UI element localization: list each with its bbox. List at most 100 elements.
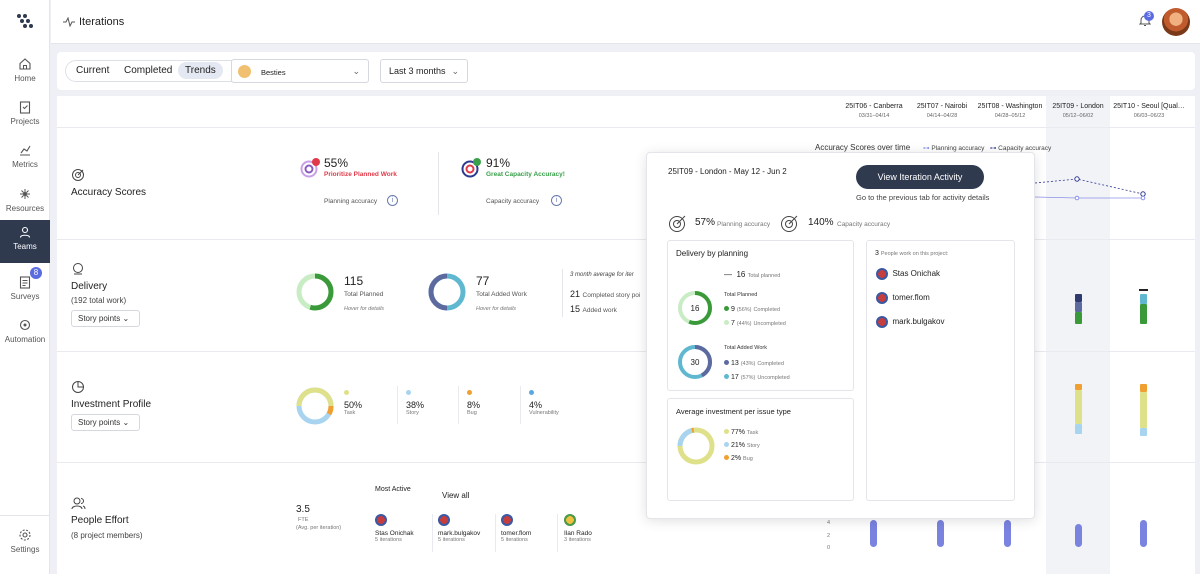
member-card[interactable]: Ilan Rado 3 iterations (564, 514, 592, 543)
iteration-dates: 04/14–04/28 (926, 113, 958, 119)
added-uncompleted-pct: (57%) (740, 375, 756, 381)
completed-label: Completed (757, 361, 784, 367)
accuracy-line-chart (1035, 176, 1146, 201)
investment-unit-select[interactable]: Story points ⌄ (71, 414, 140, 431)
delivery-bar[interactable] (1140, 294, 1147, 304)
added-donut[interactable] (676, 343, 714, 381)
team-select[interactable]: Besties ⌄ (231, 59, 369, 83)
planned-uncompleted-pct: (44%) (736, 321, 752, 327)
effort-bar[interactable] (937, 520, 944, 547)
info-icon[interactable]: i (551, 195, 562, 206)
sidebar-item-automation[interactable]: Automation (0, 313, 50, 356)
popup-capacity-label: Capacity accuracy (837, 221, 891, 228)
member-card[interactable]: Stas Onichak 5 iterations (375, 514, 414, 543)
gear-icon (19, 529, 31, 541)
investment-donut[interactable] (295, 386, 335, 426)
capacity-accuracy-value: 91% (486, 156, 511, 170)
investment-value: 8% (467, 400, 481, 410)
investment-label: Vulnerability (529, 410, 559, 416)
iteration-header[interactable]: 25IT06 - Canberra 03/31–04/14 (841, 103, 907, 119)
legend-planning: Planning accuracy (931, 145, 985, 152)
member-card[interactable]: tomer.flom 5 iterations (501, 514, 531, 543)
person-name: tomer.flom (892, 293, 930, 303)
capacity-point (1140, 191, 1146, 197)
fte-value: 3.5 (296, 504, 310, 515)
completed-story-value: 21 (570, 289, 581, 299)
total-added-donut[interactable] (427, 272, 467, 312)
delivery-bar[interactable] (1075, 302, 1082, 312)
planned-uncompleted-row: 7 (44%) Uncompleted (724, 320, 786, 327)
investment-bar[interactable] (1075, 424, 1082, 434)
popup-investment-donut[interactable] (676, 426, 716, 466)
team-select-value: Besties (261, 68, 286, 77)
delivery-unit-select[interactable]: Story points ⌄ (71, 310, 140, 327)
chevron-down-icon: ⌄ (352, 66, 360, 76)
range-select[interactable]: Last 3 months ⌄ (380, 59, 468, 83)
investment-bar[interactable] (1140, 392, 1147, 428)
sidebar-item-label: Projects (10, 117, 40, 126)
capacity-accuracy-label: Capacity accuracy (486, 198, 540, 205)
delivery-bar[interactable] (1075, 294, 1082, 302)
pie-icon (72, 381, 84, 393)
member-card[interactable]: mark.bulgakov 5 iterations (438, 514, 480, 543)
planned-section-title: Total Planned (724, 292, 758, 298)
tab-current[interactable]: Current (76, 65, 110, 76)
sidebar-item-projects[interactable]: Projects (0, 95, 50, 138)
investment-bar[interactable] (1140, 384, 1147, 392)
planned-donut[interactable] (676, 289, 714, 327)
iteration-header[interactable]: 25IT08 - Washington 04/28–05/12 (973, 103, 1047, 119)
investment-bar[interactable] (1140, 428, 1147, 436)
iteration-header[interactable]: 25IT09 - London 05/12–06/02 (1045, 103, 1111, 119)
investment-item: 8% Bug (467, 386, 480, 416)
person-row[interactable]: mark.bulgakov (876, 316, 944, 328)
surveys-badge: 8 (30, 267, 42, 279)
user-avatar[interactable] (1162, 8, 1190, 36)
iteration-name: 25IT07 - Nairobi (916, 103, 968, 110)
accuracy-chart-legend: ⊶ Planning accuracy ⊶ Capacity accuracy (923, 145, 1052, 152)
popup-hint: Go to the previous tab for activity deta… (856, 193, 990, 202)
chevron-down-icon: ⌄ (122, 314, 130, 323)
sidebar-item-metrics[interactable]: Metrics (0, 138, 50, 181)
sidebar-item-label: Home (14, 74, 36, 83)
tab-completed[interactable]: Completed (124, 65, 173, 76)
app-logo[interactable] (16, 13, 34, 32)
added-work-label: Added work (582, 307, 617, 314)
investment-value: 38% (406, 400, 425, 410)
sidebar-item-settings[interactable]: Settings (0, 523, 50, 566)
planning-accuracy-value: 55% (324, 156, 349, 170)
view-iteration-activity-button[interactable]: View Iteration Activity (856, 165, 984, 189)
view-all-link[interactable]: View all (442, 491, 470, 500)
delivery-bar[interactable] (1075, 312, 1082, 324)
people-count: 3 (875, 250, 879, 257)
investment-bar[interactable] (1075, 390, 1082, 424)
iteration-header[interactable]: 25IT10 - Seoul [Qual… 06/03–06/23 (1111, 103, 1187, 119)
popup-investment-row: 77% Task (724, 429, 758, 436)
effort-bar[interactable] (1140, 520, 1147, 547)
added-uncompleted-value: 17 (730, 374, 739, 381)
sidebar-item-teams[interactable]: Teams (0, 220, 50, 263)
iteration-header[interactable]: 25IT07 - Nairobi 04/14–04/28 (909, 103, 975, 119)
member-avatar (501, 514, 513, 526)
uncompleted-label: Uncompleted (757, 375, 790, 381)
person-row[interactable]: Stas Onichak (876, 268, 940, 280)
popup-planning-label: Planning accuracy (717, 221, 771, 228)
planning-accuracy-label: Planning accuracy (324, 198, 378, 205)
tab-trends[interactable]: Trends (178, 62, 223, 79)
person-row[interactable]: tomer.flom (876, 292, 930, 304)
delivery-bar[interactable] (1140, 304, 1147, 324)
investment-unit-value: Story points (78, 418, 121, 427)
effort-bar[interactable] (1075, 524, 1082, 547)
investment-item: 50% Task (344, 386, 362, 416)
sidebar-item-resources[interactable]: Resources (0, 182, 50, 225)
member-avatar (375, 514, 387, 526)
effort-bar[interactable] (870, 520, 877, 547)
total-planned-donut[interactable] (295, 272, 335, 312)
effort-bar[interactable] (1004, 520, 1011, 547)
investment-bar[interactable] (1075, 384, 1082, 390)
notification-button[interactable]: 3 (1138, 11, 1154, 28)
capacity-accuracy-note: Great Capacity Accuracy! (486, 171, 565, 178)
info-icon[interactable]: i (387, 195, 398, 206)
sidebar-item-surveys[interactable]: Surveys 8 (0, 267, 50, 313)
member-name: tomer.flom (501, 530, 532, 537)
sidebar-item-home[interactable]: Home (0, 52, 50, 95)
